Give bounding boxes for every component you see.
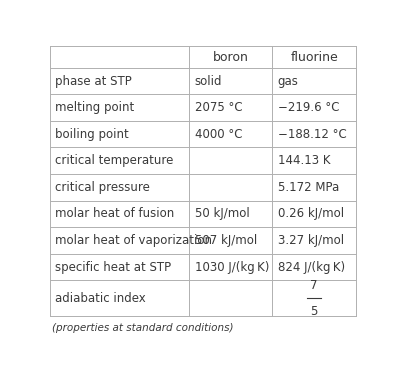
Text: 1030 J/(kg K): 1030 J/(kg K) <box>195 261 269 274</box>
Text: 5.172 MPa: 5.172 MPa <box>278 181 339 194</box>
Text: critical temperature: critical temperature <box>55 154 173 167</box>
Text: −188.12 °C: −188.12 °C <box>278 128 346 141</box>
Text: boiling point: boiling point <box>55 128 129 141</box>
Text: 5: 5 <box>310 305 318 318</box>
Text: boron: boron <box>213 51 249 64</box>
Text: adiabatic index: adiabatic index <box>55 292 146 305</box>
Text: 3.27 kJ/mol: 3.27 kJ/mol <box>278 234 344 247</box>
Text: 7: 7 <box>310 279 318 292</box>
Text: 507 kJ/mol: 507 kJ/mol <box>195 234 257 247</box>
Text: fluorine: fluorine <box>290 51 338 64</box>
Text: melting point: melting point <box>55 101 134 114</box>
Text: critical pressure: critical pressure <box>55 181 150 194</box>
Text: 4000 °C: 4000 °C <box>195 128 242 141</box>
Text: 0.26 kJ/mol: 0.26 kJ/mol <box>278 207 344 220</box>
Text: solid: solid <box>195 75 222 87</box>
Text: gas: gas <box>278 75 299 87</box>
Text: 824 J/(kg K): 824 J/(kg K) <box>278 261 345 274</box>
Text: molar heat of fusion: molar heat of fusion <box>55 207 174 220</box>
Text: phase at STP: phase at STP <box>55 75 132 87</box>
Text: −219.6 °C: −219.6 °C <box>278 101 339 114</box>
Text: specific heat at STP: specific heat at STP <box>55 261 171 274</box>
Text: 144.13 K: 144.13 K <box>278 154 330 167</box>
Text: molar heat of vaporization: molar heat of vaporization <box>55 234 212 247</box>
Text: 2075 °C: 2075 °C <box>195 101 242 114</box>
Text: (properties at standard conditions): (properties at standard conditions) <box>52 323 234 333</box>
Text: 50 kJ/mol: 50 kJ/mol <box>195 207 249 220</box>
